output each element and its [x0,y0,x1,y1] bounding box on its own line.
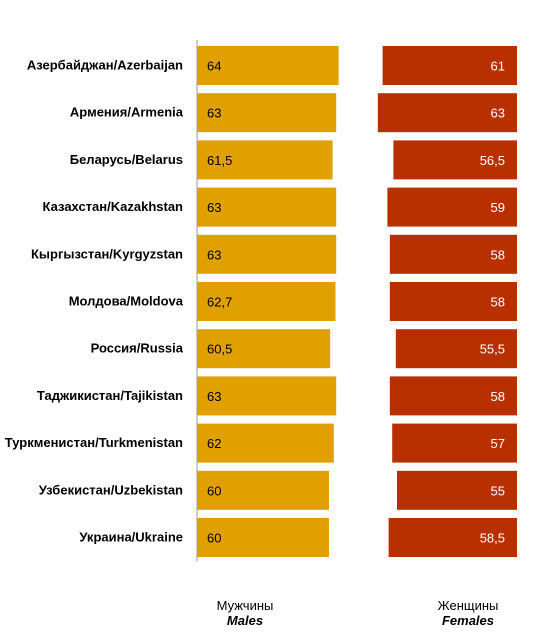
data-label-females: 55,5 [480,342,505,357]
legend-females-ru: Женщины [437,598,499,613]
bar-females [389,234,517,274]
bar-males [197,518,329,557]
bar-females [389,376,517,416]
legend-females-en: Females [441,613,495,628]
category-label: Беларусь/Belarus [70,152,183,167]
data-label-males: 64 [207,59,221,74]
category-label: Кыргызстан/Kyrgyzstan [31,246,183,261]
bar-males [197,93,337,133]
category-label: Россия/Russia [91,341,184,356]
data-label-males: 63 [207,389,221,404]
category-label: Узбекистан/Uzbekistan [39,482,183,497]
data-label-males: 62,7 [207,295,232,310]
data-label-males: 60 [207,483,221,498]
bar-males [197,329,331,369]
category-label: Украина/Ukraine [79,530,183,545]
bar-females [387,187,517,227]
bar-females [395,329,517,369]
category-label: Армения/Armenia [70,105,184,120]
bar-males [197,140,333,180]
bar-females [382,46,517,85]
legend-males-en: Males [226,613,264,628]
data-label-females: 59 [491,200,505,215]
category-label: Казахстан/Kazakhstan [43,199,184,214]
data-label-females: 61 [491,59,505,74]
bar-males [197,282,336,321]
bar-females [393,140,517,180]
category-label: Туркменистан/Turkmenistan [5,435,183,450]
data-label-females: 63 [491,106,505,121]
bar-females [397,470,517,510]
legend-females: Женщины Females [418,598,518,628]
data-label-females: 56,5 [480,153,505,168]
bar-males [197,234,337,274]
legend-males: Мужчины Males [195,598,295,628]
bar-females [388,518,517,557]
data-label-males: 62 [207,436,221,451]
bar-females [389,282,517,321]
bar-males [197,470,329,510]
bar-females [377,93,517,133]
data-label-males: 60 [207,531,221,546]
data-label-females: 58 [491,295,505,310]
data-label-males: 63 [207,200,221,215]
data-label-females: 55 [491,483,505,498]
data-label-males: 61,5 [207,153,232,168]
bar-males [197,46,339,85]
data-label-females: 58 [491,247,505,262]
data-label-females: 58 [491,389,505,404]
bar-males [197,187,337,227]
bar-males [197,423,334,463]
data-label-females: 58,5 [480,531,505,546]
bar-females [392,423,517,463]
bar-males [197,376,337,416]
data-label-females: 57 [491,436,505,451]
category-label: Азербайджан/Azerbaijan [27,58,183,73]
category-label: Таджикистан/Tajikistan [37,388,183,403]
data-label-males: 63 [207,247,221,262]
category-label: Молдова/Moldova [69,294,184,309]
data-label-males: 60,5 [207,342,232,357]
data-label-males: 63 [207,106,221,121]
legend-males-ru: Мужчины [216,598,274,613]
